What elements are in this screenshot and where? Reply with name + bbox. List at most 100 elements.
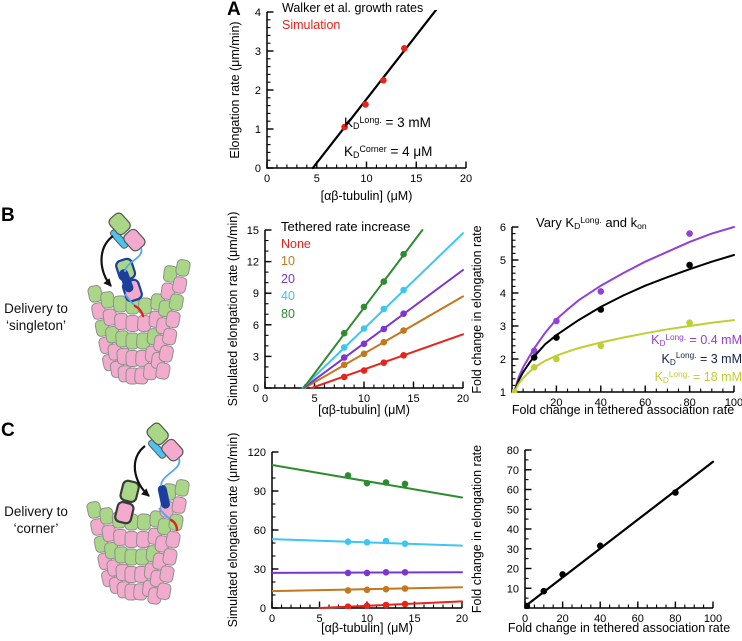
- y-tick-label: 2: [255, 85, 261, 97]
- y-axis-label: Simulated elongation rate (μm/min): [226, 433, 240, 628]
- x-tick-label: 10: [361, 613, 373, 625]
- x-tick-label: 10: [358, 393, 370, 405]
- series-tethered-40x: [301, 232, 464, 389]
- legend-item: KDLong. = 18 mM: [654, 369, 742, 386]
- chart-panel-c-fold: 0 20 40 60 80 100 10 20 30 40 50 60 70 80 Fold change …: [470, 432, 742, 638]
- x-tick-label: 0: [264, 173, 270, 185]
- x-tick-label: 20: [457, 393, 469, 405]
- x-tick-label: 60: [639, 397, 651, 409]
- y-tick-label: 0: [253, 383, 259, 395]
- incoming-dimer: [108, 212, 146, 252]
- chart-panel-a: 0 5 10 15 20 0 1 2 3 4 [αβ-tubulin] (μM) Elongation…: [228, 0, 478, 206]
- chart-panel-c-rates: 0 5 10 15 20 0 30 60 90 120 [αβ-tubulin] (μM) Simul…: [226, 432, 468, 638]
- panel-label-a: A: [227, 0, 241, 20]
- series-layer: [272, 464, 463, 609]
- y-tick-label: 4: [255, 7, 261, 19]
- y-tick-label: 15: [247, 225, 259, 237]
- y-tick-label: 5: [500, 255, 506, 267]
- y-tick-label: 0: [255, 163, 261, 175]
- annotation-block: KDLong. = 3 mM KDCorner = 4 μM: [344, 108, 432, 166]
- legend-item: Walker et al. growth rates: [282, 1, 424, 15]
- annotation: KDLong. = 3 mM: [344, 114, 431, 132]
- caption-line: ‘singleton’: [5, 317, 67, 333]
- x-tick-label: 0: [269, 613, 275, 625]
- y-axis-label: Elongation rate (μm/min): [228, 21, 242, 158]
- series-tethered-10x: [272, 585, 463, 594]
- microtubule-cartoon-singleton: [87, 212, 191, 385]
- protofilament: [155, 259, 191, 380]
- chart-title: Vary KDLong. and kon: [536, 214, 647, 232]
- legend-item: 20: [281, 271, 295, 286]
- y-tick-label: 10: [507, 583, 519, 595]
- x-tick-label: 40: [595, 397, 607, 409]
- axes: 0 5 10 15 20 0 30 60 90 120: [248, 447, 468, 625]
- x-tick-label: 5: [311, 393, 317, 405]
- plot-panel-b-fold: 20 40 60 80 100 1 2 3 4 5 6 Fold change in tethered…: [470, 222, 742, 417]
- tether-protein: [119, 269, 134, 293]
- series-tethered-20x: [272, 569, 463, 577]
- y-tick-label: 4: [500, 288, 506, 300]
- y-tick-label: 3: [500, 321, 506, 333]
- y-tick-label: 2: [500, 354, 506, 366]
- x-tick-label: 40: [594, 613, 606, 625]
- chart-panel-b-fold: 20 40 60 80 100 1 2 3 4 5 6 Fold change in tethered…: [470, 214, 742, 420]
- standing-dimer: [114, 479, 140, 525]
- x-tick-label: 0: [522, 613, 528, 625]
- y-tick-label: 12: [247, 257, 259, 269]
- series-kd-18mM: [512, 319, 735, 393]
- series-none: [318, 600, 463, 609]
- series-layer: [301, 229, 464, 389]
- series-layer: [512, 226, 735, 393]
- annotation: KDCorner = 4 μM: [344, 143, 433, 161]
- panel-label-c: C: [1, 420, 15, 441]
- delivery-arrow: [100, 235, 114, 287]
- x-tick-label: 100: [704, 613, 722, 625]
- y-tick-label: 20: [507, 564, 519, 576]
- legend-item: Simulation: [282, 18, 341, 32]
- legend-item: 80: [281, 306, 295, 321]
- x-axis-label: [αβ-tubulin] (μM): [318, 403, 410, 417]
- x-axis-label: Fold change in tethered association rate: [512, 403, 734, 417]
- x-tick-label: 5: [314, 173, 320, 185]
- series-tethered-80x: [272, 464, 463, 499]
- x-axis-label: Fold change in tethered association rate: [508, 621, 730, 635]
- series-linear-fold: [525, 460, 715, 609]
- legend: KDLong. = 0.4 mM KDLong. = 3 mM KDLong. = …: [651, 331, 742, 387]
- y-tick-label: 30: [254, 564, 266, 576]
- y-axis-label: Fold change in elongation rate: [470, 225, 484, 393]
- delivery-arrow: [133, 445, 150, 497]
- protofilament: [156, 479, 190, 601]
- y-tick-label: 30: [507, 544, 519, 556]
- tether-protein: [157, 484, 170, 509]
- caption-line: Delivery to: [4, 504, 68, 519]
- legend-item: None: [281, 236, 311, 251]
- caption-delivery-singleton: Delivery to ‘singleton’: [0, 301, 74, 334]
- tether-line: [124, 247, 143, 273]
- y-tick-label: 80: [507, 445, 519, 457]
- x-tick-label: 20: [556, 613, 568, 625]
- x-tick-label: 15: [408, 613, 420, 625]
- y-tick-label: 120: [248, 447, 266, 459]
- x-tick-label: 60: [632, 613, 644, 625]
- x-tick-label: 15: [407, 393, 419, 405]
- series-layer: [525, 460, 715, 609]
- y-tick-label: 1: [255, 124, 261, 136]
- microtubule-cartoon-corner: [86, 422, 190, 605]
- x-tick-label: 15: [410, 173, 422, 185]
- y-tick-label: 60: [254, 525, 266, 537]
- series-tethered-80x: [302, 229, 424, 389]
- x-tick-label: 80: [669, 613, 681, 625]
- y-tick-label: 9: [253, 288, 259, 300]
- series-layer: [311, 10, 438, 169]
- x-axis-label: [αβ-tubulin] (μM): [321, 621, 413, 635]
- axes: 0 5 10 15 20 0 3 6 9 12 15: [247, 225, 469, 405]
- x-tick-label: 100: [725, 397, 742, 409]
- x-tick-label: 10: [360, 173, 372, 185]
- legend-heading: Tethered rate increase: [281, 219, 411, 234]
- legend: Walker et al. growth rates Simulation: [282, 0, 423, 34]
- y-tick-label: 90: [254, 486, 266, 498]
- plot-panel-c-rates: 0 5 10 15 20 0 30 60 90 120 [αβ-tubulin] (μM) Simul…: [226, 433, 468, 635]
- y-tick-label: 50: [507, 504, 519, 516]
